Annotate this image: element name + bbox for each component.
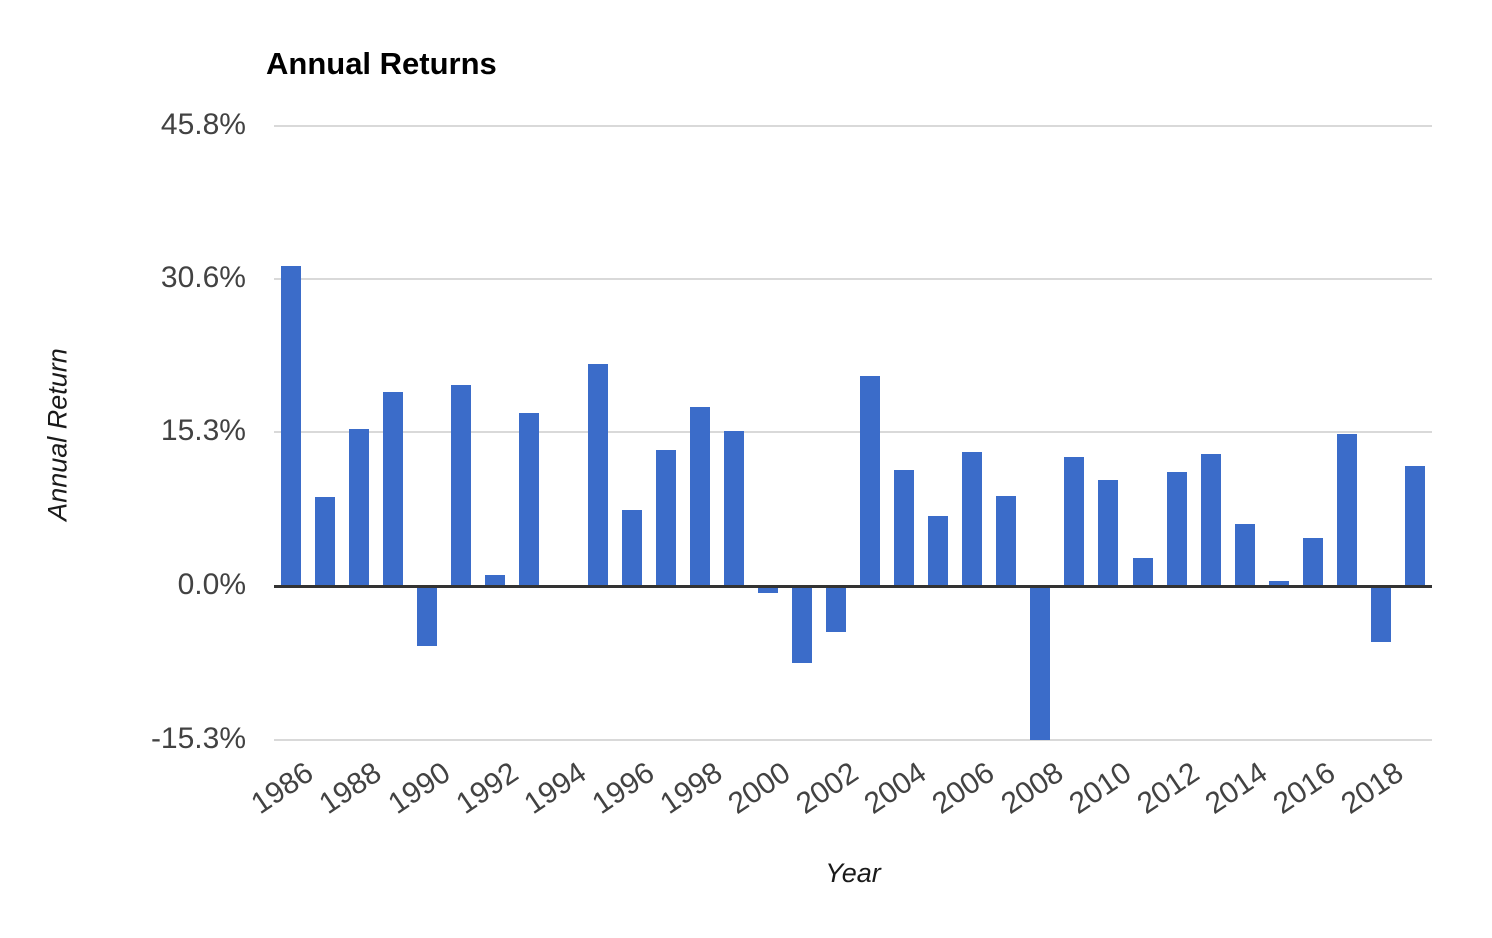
bar-1995[interactable]	[587, 364, 608, 587]
x-tick-label: 1990	[381, 756, 456, 821]
y-tick-label: -15.3%	[150, 722, 246, 755]
bar-1996[interactable]	[621, 509, 642, 587]
x-axis-title: Year	[825, 858, 881, 888]
bar-2002[interactable]	[825, 586, 846, 633]
bar-2010[interactable]	[1098, 479, 1119, 587]
bar-2001[interactable]	[791, 586, 812, 663]
bar-1993[interactable]	[519, 413, 540, 587]
x-tick-label: 1998	[654, 756, 729, 821]
bar-2018[interactable]	[1370, 586, 1391, 642]
y-tick-label: 45.8%	[160, 108, 246, 141]
y-tick-label: 0.0%	[177, 568, 246, 602]
bar-1986[interactable]	[281, 265, 302, 587]
x-tick-label: 2014	[1199, 756, 1274, 821]
x-tick-label: 2010	[1063, 756, 1137, 821]
x-tick-label: 1992	[450, 756, 524, 821]
bar-2006[interactable]	[962, 451, 983, 587]
bar-1989[interactable]	[383, 392, 404, 587]
bar-1997[interactable]	[655, 449, 676, 587]
x-tick-label: 1996	[586, 756, 661, 821]
bar-1991[interactable]	[451, 385, 472, 587]
bar-2013[interactable]	[1200, 453, 1221, 587]
y-gridline	[274, 125, 1432, 127]
bar-1988[interactable]	[349, 429, 370, 587]
bar-1992[interactable]	[485, 575, 506, 587]
x-tick-label: 2000	[722, 756, 797, 821]
bar-2003[interactable]	[860, 376, 881, 587]
bar-1987[interactable]	[315, 496, 336, 587]
bar-2000[interactable]	[757, 586, 778, 594]
bar-2014[interactable]	[1234, 523, 1255, 587]
bar-2015[interactable]	[1268, 581, 1289, 587]
y-tick-label: 30.6%	[160, 260, 246, 294]
bar-1990[interactable]	[417, 586, 438, 646]
bar-2017[interactable]	[1336, 433, 1357, 587]
y-tick-label: 15.3%	[160, 414, 246, 448]
y-gridline	[274, 739, 1432, 741]
y-gridline	[274, 277, 1432, 280]
bar-2016[interactable]	[1302, 538, 1323, 587]
bar-2019[interactable]	[1404, 465, 1425, 587]
x-tick-label: 2016	[1267, 756, 1342, 821]
bar-2011[interactable]	[1132, 558, 1153, 587]
bar-2009[interactable]	[1064, 456, 1085, 587]
bar-2007[interactable]	[996, 495, 1017, 587]
chart-title: Annual Returns	[266, 46, 497, 81]
x-tick-label: 2008	[994, 756, 1069, 821]
bar-2005[interactable]	[928, 515, 949, 587]
x-tick-label: 1994	[518, 756, 592, 821]
x-tick-label: 2018	[1335, 756, 1410, 821]
x-tick-label: 1986	[245, 756, 320, 821]
bar-1998[interactable]	[689, 407, 710, 587]
bar-1999[interactable]	[723, 431, 744, 587]
zero-axis-line	[274, 584, 1432, 588]
x-tick-label: 2006	[926, 756, 1001, 821]
x-tick-label: 2002	[790, 756, 865, 821]
x-tick-label: 1988	[313, 756, 388, 821]
bar-2008[interactable]	[1030, 586, 1051, 740]
y-gridline	[274, 431, 1432, 434]
bar-2004[interactable]	[894, 469, 915, 587]
x-tick-label: 2004	[858, 756, 933, 821]
x-tick-label: 2012	[1131, 756, 1206, 821]
bar-2012[interactable]	[1166, 471, 1187, 587]
